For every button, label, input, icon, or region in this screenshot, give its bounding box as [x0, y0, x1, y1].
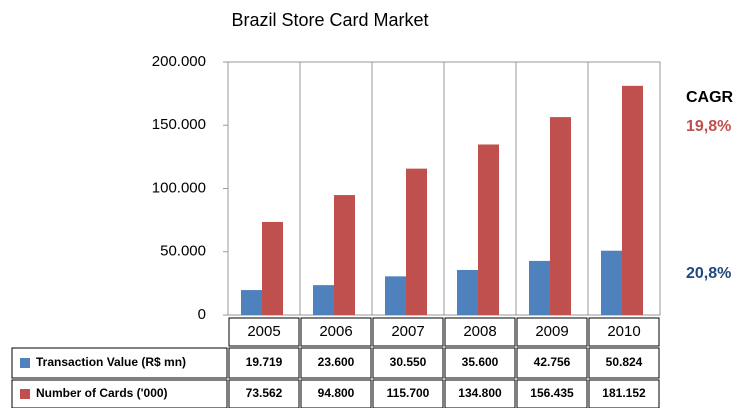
legend-cell [11, 379, 228, 408]
table-cell [444, 317, 516, 347]
x-tick-label: 2009 [535, 323, 568, 340]
table-value: 50.824 [606, 355, 643, 369]
bar [529, 260, 550, 315]
table-cell [300, 379, 372, 408]
table-cell [516, 379, 588, 408]
bar [313, 285, 334, 315]
bar [241, 290, 262, 315]
bar [385, 276, 406, 315]
bar [550, 117, 571, 315]
y-tick-label: 50.000 [160, 243, 206, 260]
table-cell [372, 347, 444, 379]
annotation: 19,8% [686, 118, 731, 135]
table-value: 115.700 [387, 386, 430, 400]
bar [457, 269, 478, 315]
table-value: 156.435 [530, 386, 574, 400]
chart-title: Brazil Store Card Market [231, 10, 428, 30]
bar [622, 85, 643, 316]
y-tick-label: 0 [198, 306, 206, 323]
table-value: 73.562 [246, 386, 283, 400]
table-cell [228, 347, 300, 379]
table-value: 42.756 [534, 355, 571, 369]
legend-swatch [20, 358, 30, 368]
annotation: 20,8% [686, 265, 731, 282]
legend-label: Transaction Value (R$ mn) [36, 355, 186, 369]
legend-cell [11, 347, 228, 379]
table-cell [588, 317, 660, 347]
table-cell [444, 379, 516, 408]
table-value: 30.550 [390, 355, 427, 369]
bar [601, 250, 622, 315]
table-value: 19.719 [246, 355, 283, 369]
bar [478, 144, 499, 315]
bar [262, 221, 283, 315]
table-cell [300, 317, 372, 347]
table-value: 134.800 [458, 386, 502, 400]
annotation: CAGR [686, 89, 734, 106]
x-tick-label: 2006 [319, 323, 352, 340]
table-value: 181.152 [602, 386, 646, 400]
table-value: 35.600 [462, 355, 499, 369]
legend-label: Number of Cards ('000) [36, 386, 168, 400]
y-tick-label: 150.000 [152, 116, 206, 133]
table-cell [228, 317, 300, 347]
table-cell [516, 347, 588, 379]
table-value: 23.600 [318, 355, 355, 369]
x-tick-label: 2005 [247, 323, 280, 340]
table-cell [228, 379, 300, 408]
y-tick-label: 200.000 [152, 53, 206, 70]
x-tick-label: 2007 [391, 323, 424, 340]
x-tick-label: 2010 [607, 323, 640, 340]
table-cell [372, 317, 444, 347]
bar [334, 195, 355, 315]
table-cell [516, 317, 588, 347]
table-cell [588, 379, 660, 408]
table-cell [372, 379, 444, 408]
y-tick-label: 100.000 [152, 179, 206, 196]
table-cell [444, 347, 516, 379]
table-cell [588, 347, 660, 379]
x-tick-label: 2008 [463, 323, 496, 340]
table-value: 94.800 [318, 386, 355, 400]
table-cell [300, 347, 372, 379]
bar [406, 168, 427, 315]
legend-swatch [20, 389, 30, 399]
